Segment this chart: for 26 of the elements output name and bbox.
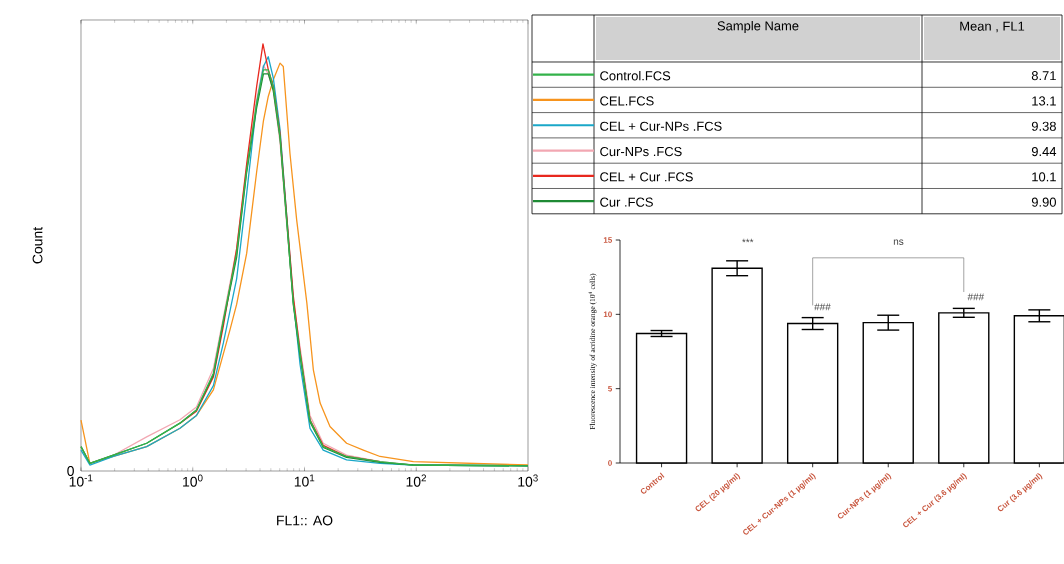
text: 10.1 <box>1032 172 1056 182</box>
x-tick-label: 10$^{1}$ <box>294 474 315 487</box>
annotation: ### <box>967 293 985 301</box>
category-label: Cur-NPs .FCS <box>600 146 682 157</box>
text: 9.90 <box>1031 197 1056 207</box>
category-label: CEL.FCS <box>600 96 654 106</box>
text: Sample Name <box>717 20 799 34</box>
text: 9.38 <box>1031 121 1056 131</box>
annotation: ns <box>893 239 904 245</box>
text: 0 <box>67 466 74 476</box>
category-label: Control.FCS <box>600 70 671 81</box>
annotation: *** <box>742 238 754 243</box>
annotation: ### <box>814 303 831 311</box>
text: Mean , FL1 <box>960 21 1025 33</box>
y-axis-title: Count <box>32 226 43 264</box>
x-tick-label: 10$^{3}$ <box>518 474 538 487</box>
x-tick-label: 10$^{0}$ <box>183 474 203 487</box>
text: 13.1 <box>1032 96 1056 106</box>
text: 9.44 <box>1031 146 1057 157</box>
x-axis-title: FL1:: AO <box>277 515 333 526</box>
category-label: Cur .FCS <box>600 197 653 207</box>
x-tick-label: 10$^{2}$ <box>406 474 426 487</box>
category-label: CEL + Cur-NPs .FCS <box>600 121 722 131</box>
text: 8.71 <box>1031 71 1056 81</box>
x-tick-label: 10$^{-1}$ <box>69 474 93 487</box>
category-label: CEL + Cur .FCS <box>600 172 693 182</box>
